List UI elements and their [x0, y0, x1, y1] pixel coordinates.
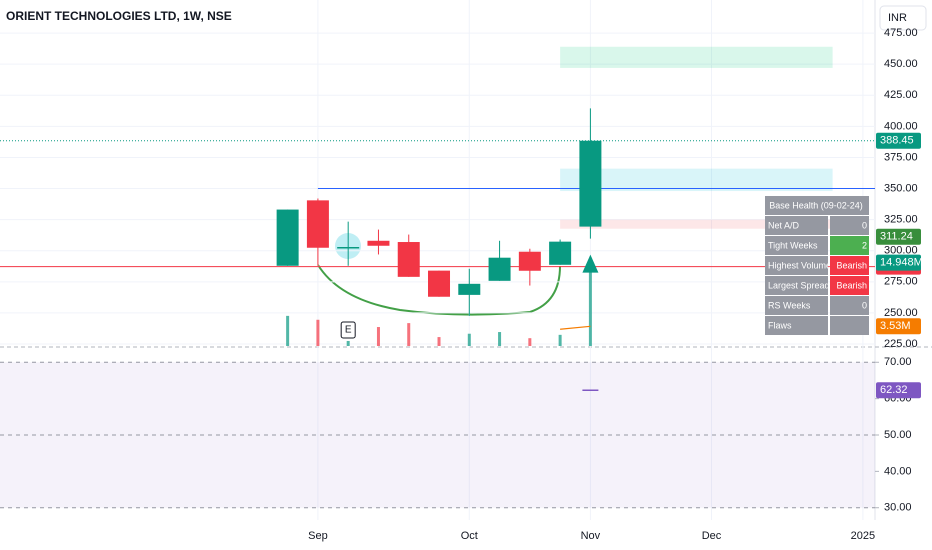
price-label-box [876, 132, 921, 149]
volume-bar [286, 315, 290, 346]
volume-ma-label: 3.53M [880, 320, 911, 332]
volume-label: 14.948M [880, 256, 923, 268]
volume-bar [407, 323, 411, 346]
candle-body [276, 209, 299, 266]
table-cell [830, 256, 869, 275]
breakout-arrow [582, 254, 599, 273]
volume-ma-label-box [876, 318, 921, 335]
event-label: E [345, 325, 352, 336]
candle-body [488, 257, 511, 281]
volume-bar [588, 262, 592, 346]
candle-body [397, 242, 420, 277]
table-row-label: Net A/D [768, 220, 800, 230]
table-cell [765, 296, 828, 315]
zone [560, 219, 833, 229]
volume-bar [376, 327, 380, 346]
table-cell [830, 216, 869, 235]
y-tick-label: 450.00 [884, 58, 918, 70]
volume-bar [498, 332, 502, 346]
x-tick-label: Sep [308, 530, 328, 542]
x-tick-label: 2025 [851, 530, 875, 542]
candle-body [367, 240, 390, 246]
volume-bar [558, 334, 562, 346]
volume-bar [346, 340, 350, 346]
y-tick-label: 300.00 [884, 245, 918, 257]
volume-bar [437, 337, 441, 346]
table-row-value: 0 [862, 300, 867, 310]
candle-body [549, 241, 572, 265]
x-tick-label: Dec [702, 530, 722, 542]
table-row-value: Bearish [836, 280, 867, 290]
table-cell [765, 236, 828, 255]
volume-ma-line [560, 325, 591, 330]
table-cell [830, 236, 869, 255]
rsi-tick-label: 30.00 [884, 502, 912, 514]
chart-title: ORIENT TECHNOLOGIES LTD, 1W, NSE [6, 9, 232, 23]
table-row-label: Flaws [768, 320, 792, 330]
volume-bar [528, 338, 532, 346]
candle-body [306, 200, 329, 248]
currency-label[interactable]: INR [888, 12, 907, 24]
cup-curve [317, 264, 561, 316]
rsi-label: 62.32 [880, 384, 908, 396]
currency-button[interactable] [879, 5, 927, 31]
table-header-cell [765, 196, 869, 215]
table-row-label: RS Weeks [768, 300, 811, 310]
table-row-value: Bearish [836, 260, 867, 270]
y-tick-label: 275.00 [884, 276, 918, 288]
table-row-label: Tight Weeks [768, 240, 818, 250]
event-marker [340, 321, 356, 339]
rsi-tick-label: 50.00 [884, 429, 912, 441]
rsi-label-box [876, 382, 921, 399]
y-tick-label: 375.00 [884, 151, 918, 163]
price-label-box [876, 228, 921, 245]
table-cell [765, 276, 828, 295]
y-tick-label: 325.00 [884, 214, 918, 226]
volume-label-box [876, 254, 921, 271]
table-cell [830, 276, 869, 295]
table-row-value: 0 [862, 220, 867, 230]
table-row-label: Highest Volume [768, 260, 831, 270]
y-tick-label: 475.00 [884, 27, 918, 39]
x-tick-label: Oct [461, 530, 478, 542]
rsi-tick-label: 40.00 [884, 465, 912, 477]
y-tick-label: 250.00 [884, 307, 918, 319]
price-label: 311.24 [880, 231, 913, 243]
y-tick-label: 425.00 [884, 89, 918, 101]
table-cell [765, 256, 828, 275]
price-label: 388.45 [880, 135, 914, 147]
zone [560, 168, 833, 192]
candle-body [458, 283, 481, 295]
table-cell [830, 316, 869, 335]
x-tick-label: Nov [581, 530, 601, 542]
candle-body [337, 247, 360, 249]
table-cell [830, 296, 869, 315]
table-row-value: 2 [862, 240, 867, 250]
y-tick-label: 225.00 [884, 338, 918, 350]
rsi-tick-label: 70.00 [884, 356, 912, 368]
table-cell [765, 316, 828, 335]
y-tick-label: 350.00 [884, 182, 918, 194]
candle-body [579, 140, 602, 227]
table-row-label: Largest Spread [768, 280, 830, 290]
candle-body [428, 270, 451, 297]
table-cell [765, 216, 828, 235]
volume-bar [316, 319, 320, 346]
table-title: Base Health (09-02-24) [769, 200, 863, 210]
candle-body [518, 251, 541, 271]
y-tick-label: 400.00 [884, 120, 918, 132]
zone [560, 46, 833, 68]
volume-bar [467, 333, 471, 346]
